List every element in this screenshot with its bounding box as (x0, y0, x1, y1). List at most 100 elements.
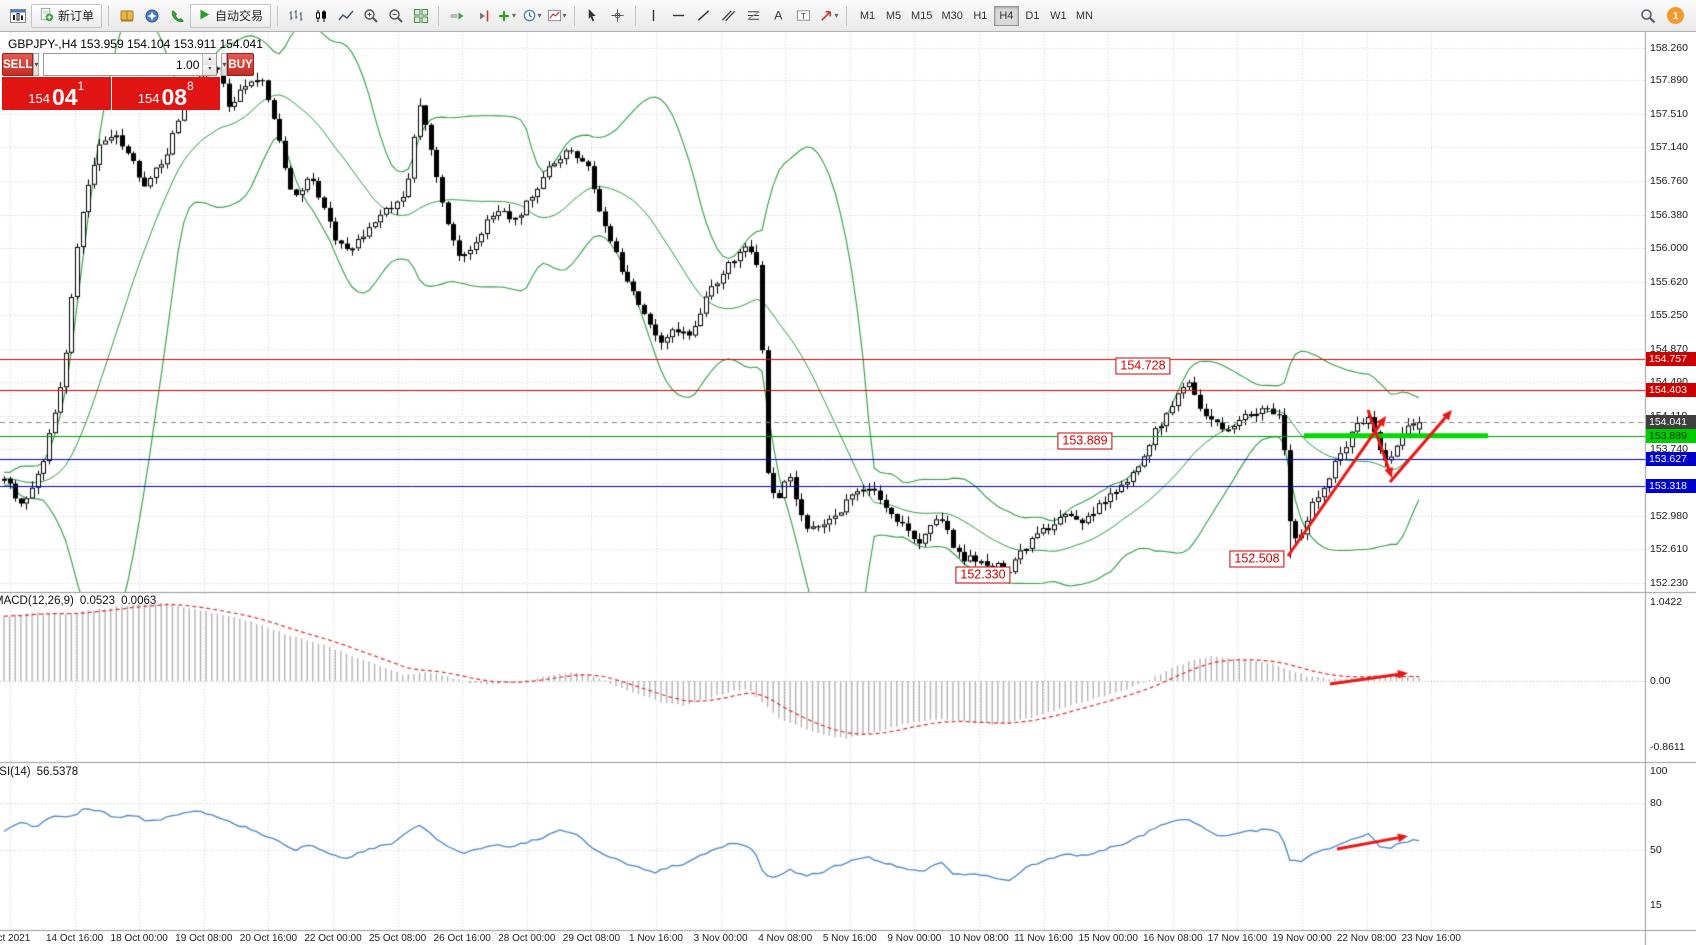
new-order-button[interactable]: 新订单 (31, 3, 103, 28)
search-icon[interactable] (1636, 4, 1659, 27)
axis-price-flag: 153.889 (1646, 428, 1696, 443)
add-indicator-icon[interactable]: ▾ (495, 4, 518, 27)
price-axis-label: 154.870 (1650, 342, 1688, 355)
timeframe-mn[interactable]: MN (1072, 6, 1097, 26)
indicator-axis-label: 50 (1650, 843, 1662, 856)
auto-trading-button[interactable]: 自动交易 (190, 3, 272, 28)
axis-price-flag: 154.757 (1646, 351, 1696, 366)
sell-options-caret[interactable]: ▾ (33, 53, 40, 76)
price-axis-label: 152.980 (1650, 510, 1688, 523)
macd-indicator-label: MACD(12,26,9) 0.0523 0.0063 (0, 595, 156, 607)
timeframe-d1[interactable]: D1 (1020, 6, 1045, 26)
time-axis-label: 11 Nov 16:00 (1014, 933, 1073, 944)
timeframe-m1[interactable]: M1 (855, 6, 880, 26)
toolbar-separator (438, 5, 440, 26)
axis-price-flag: 154.403 (1646, 383, 1696, 398)
price-axis-label: 157.140 (1650, 141, 1688, 154)
svg-text:T: T (801, 11, 806, 21)
price-axis-label: 155.250 (1650, 308, 1688, 321)
chart-shift-icon[interactable] (470, 4, 493, 27)
price-level-label[interactable]: 152.330 (955, 566, 1011, 584)
rsi-value: 56.5378 (36, 766, 79, 778)
periods-clock-icon[interactable]: ▾ (520, 4, 543, 27)
buy-button[interactable]: BUY (227, 53, 254, 76)
time-axis-label: 29 Oct 08:00 (562, 933, 621, 944)
candlestick-chart-icon[interactable] (309, 4, 332, 27)
zoom-in-icon[interactable] (359, 4, 382, 27)
time-axis-label: 25 Oct 08:00 (368, 933, 427, 944)
price-axis-label: 156.760 (1650, 174, 1688, 187)
buy-price-display[interactable]: 154 08 8 (111, 77, 220, 110)
price-axis-label: 152.610 (1650, 543, 1688, 556)
time-axis-label: 22 Nov 08:00 (1336, 933, 1397, 944)
time-axis-label: 17 Nov 16:00 (1207, 933, 1268, 944)
channel-icon[interactable] (717, 4, 740, 27)
price-level-label[interactable]: 154.728 (1115, 357, 1171, 375)
indicator-axis-label: 80 (1650, 796, 1662, 809)
price-level-label[interactable]: 153.889 (1057, 432, 1113, 450)
chevron-down-icon: ▾ (512, 11, 517, 20)
volume-input[interactable] (44, 54, 203, 75)
time-axis-label: 9 Nov 00:00 (887, 933, 942, 944)
volume-up-button[interactable]: ▴ (203, 54, 217, 65)
volume-down-button[interactable]: ▾ (203, 64, 217, 75)
indicator-axis-label: 100 (1650, 764, 1668, 777)
timeframe-h1[interactable]: H1 (968, 6, 993, 26)
notification-badge[interactable]: 1 (1667, 7, 1684, 24)
time-axis-label: 1 Nov 16:00 (629, 933, 683, 944)
price-axis-label: 157.890 (1650, 74, 1688, 87)
crosshair-icon[interactable] (606, 4, 629, 27)
volume-input-wrap: ▴ ▾ (43, 53, 218, 76)
chevron-down-icon: ▾ (537, 11, 542, 20)
timeframe-w1[interactable]: W1 (1046, 6, 1071, 26)
new-order-icon (39, 7, 54, 25)
sell-price-display[interactable]: 154 04 1 (2, 77, 112, 110)
cursor-icon[interactable] (581, 4, 604, 27)
buy-options-caret[interactable]: ▾ (221, 53, 228, 76)
timeframe-m30[interactable]: M30 (937, 6, 966, 26)
auto-scroll-icon[interactable] (445, 4, 468, 27)
time-axis-label: 22 Oct 00:00 (304, 933, 362, 944)
time-axis-label: 20 Oct 16:00 (239, 933, 298, 944)
time-axis-label: 23 Nov 16:00 (1401, 933, 1461, 944)
market-watch-icon[interactable] (165, 4, 188, 27)
sell-button[interactable]: SELL (2, 53, 34, 76)
toolbar-separator (277, 5, 279, 26)
trendline-icon[interactable] (692, 4, 715, 27)
chevron-down-icon: ▾ (834, 11, 839, 20)
time-axis-label: 4 Nov 08:00 (758, 933, 813, 944)
price-axis-label: 152.230 (1650, 577, 1688, 589)
time-axis-label: Oct 2021 (0, 933, 31, 944)
fibonacci-icon[interactable] (742, 4, 765, 27)
macd-main-value: 0.0523 (79, 595, 116, 607)
indicator-axis-label: 0.00 (1650, 675, 1671, 687)
vertical-line-icon[interactable] (642, 4, 665, 27)
rsi-indicator-label: RSI(14) 56.5378 (0, 766, 78, 778)
price-level-label[interactable]: 152.508 (1229, 550, 1285, 568)
time-axis-label: 5 Nov 16:00 (822, 933, 877, 944)
axis-price-flag: 154.041 (1646, 415, 1696, 430)
history-center-icon[interactable] (115, 4, 138, 27)
timeframe-h4[interactable]: H4 (993, 5, 1019, 26)
zoom-out-icon[interactable] (384, 4, 407, 27)
time-axis-label: 14 Oct 16:00 (45, 933, 104, 944)
indicator-axis-label: 15 (1650, 899, 1662, 912)
navigator-icon[interactable] (140, 4, 163, 27)
text-icon[interactable]: A (767, 4, 790, 27)
arrows-icon[interactable]: ▾ (817, 4, 840, 27)
time-axis-label: 16 Nov 08:00 (1143, 933, 1203, 944)
label-icon[interactable]: T (792, 4, 815, 27)
price-axis-label: 156.380 (1650, 208, 1688, 221)
chart-window-icon[interactable] (6, 4, 29, 27)
price-axis-label: 155.620 (1650, 276, 1688, 288)
templates-icon[interactable]: ▾ (545, 4, 568, 27)
line-chart-icon[interactable] (334, 4, 357, 27)
horizontal-line-icon[interactable] (667, 4, 690, 27)
timeframe-m15[interactable]: M15 (907, 6, 936, 26)
tile-windows-icon[interactable] (409, 4, 432, 27)
timeframe-m5[interactable]: M5 (881, 6, 906, 26)
timeframe-group: M1 M5 M15 M30 H1 H4 D1 W1 MN (855, 5, 1097, 26)
ohlc-bars-icon[interactable] (284, 4, 307, 27)
